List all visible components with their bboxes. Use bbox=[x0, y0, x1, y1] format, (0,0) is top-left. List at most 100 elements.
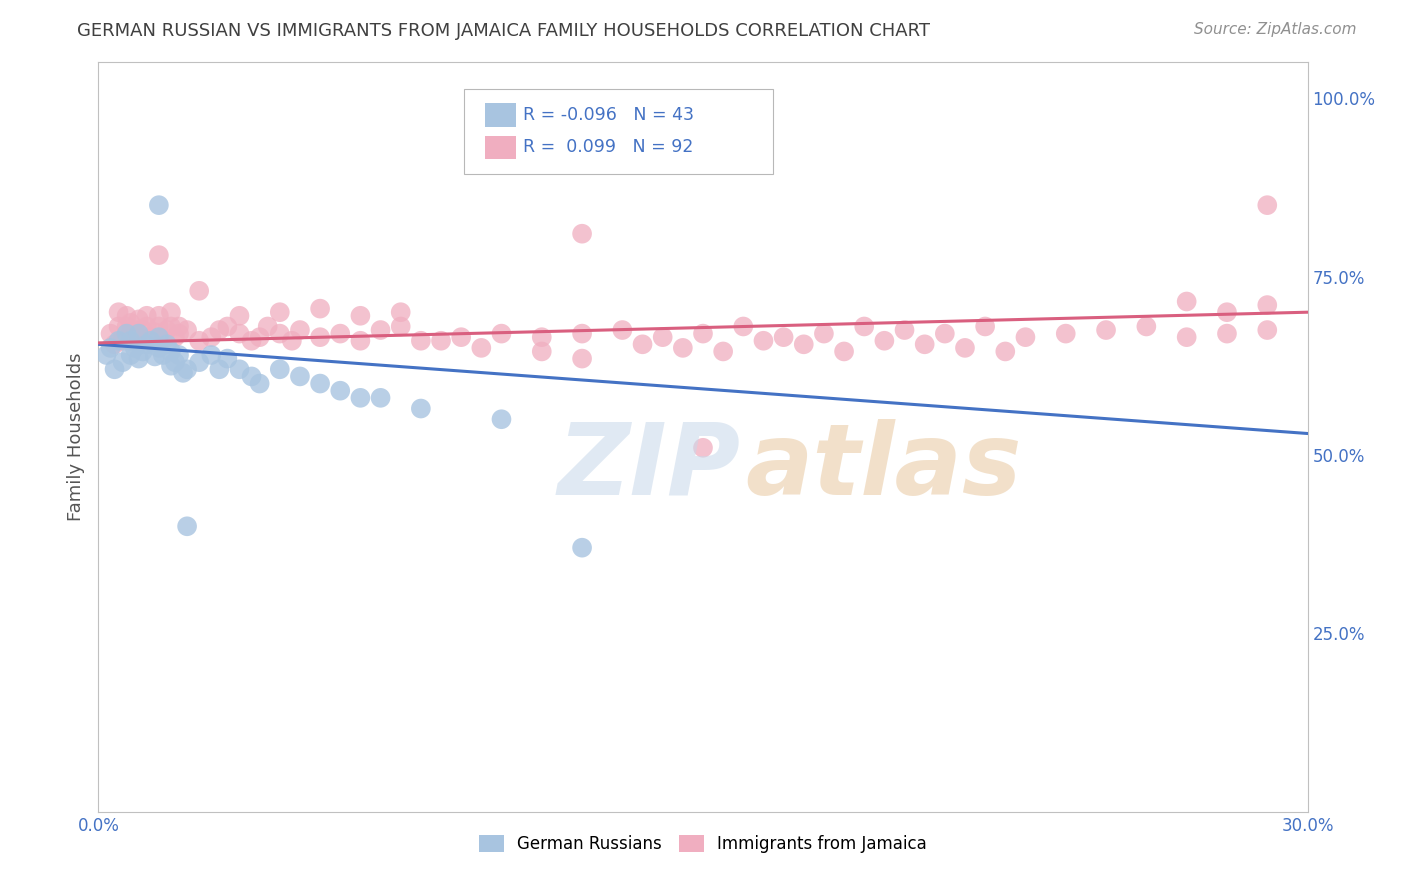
Point bbox=[135, 337, 157, 351]
Point bbox=[188, 284, 211, 298]
Point bbox=[281, 334, 304, 348]
Point bbox=[269, 326, 291, 341]
Point bbox=[752, 334, 775, 348]
Point bbox=[409, 334, 432, 348]
Point bbox=[1256, 198, 1278, 212]
Point bbox=[571, 326, 593, 341]
Point bbox=[370, 391, 392, 405]
Point bbox=[793, 337, 815, 351]
Point bbox=[349, 334, 371, 348]
Text: R = -0.096   N = 43: R = -0.096 N = 43 bbox=[523, 106, 695, 124]
Point bbox=[143, 350, 166, 364]
Point bbox=[450, 330, 472, 344]
Point bbox=[228, 309, 250, 323]
Point bbox=[160, 305, 183, 319]
Point bbox=[148, 309, 170, 323]
Point bbox=[152, 348, 174, 362]
Point bbox=[309, 376, 332, 391]
Point bbox=[240, 369, 263, 384]
Point bbox=[672, 341, 695, 355]
Point bbox=[1135, 319, 1157, 334]
Point bbox=[813, 326, 835, 341]
Point bbox=[249, 330, 271, 344]
Point bbox=[530, 330, 553, 344]
Point bbox=[115, 309, 138, 323]
Text: Source: ZipAtlas.com: Source: ZipAtlas.com bbox=[1194, 22, 1357, 37]
Y-axis label: Family Households: Family Households bbox=[66, 353, 84, 521]
Point bbox=[163, 330, 186, 344]
Point bbox=[491, 326, 513, 341]
Point bbox=[349, 391, 371, 405]
Point bbox=[135, 319, 157, 334]
Point bbox=[288, 323, 311, 337]
Point bbox=[470, 341, 492, 355]
Point bbox=[772, 330, 794, 344]
Point bbox=[148, 330, 170, 344]
Point bbox=[309, 330, 332, 344]
Point bbox=[167, 319, 190, 334]
Point bbox=[176, 519, 198, 533]
Point bbox=[217, 351, 239, 366]
Point bbox=[200, 348, 222, 362]
Legend: German Russians, Immigrants from Jamaica: German Russians, Immigrants from Jamaica bbox=[472, 828, 934, 860]
Point bbox=[107, 334, 129, 348]
Point bbox=[651, 330, 673, 344]
Point bbox=[228, 326, 250, 341]
Point bbox=[148, 341, 170, 355]
Point bbox=[160, 359, 183, 373]
Point bbox=[309, 301, 332, 316]
Point bbox=[188, 355, 211, 369]
Point bbox=[139, 330, 162, 344]
Point bbox=[160, 344, 183, 359]
Point bbox=[167, 348, 190, 362]
Point bbox=[240, 334, 263, 348]
Point bbox=[530, 344, 553, 359]
Point bbox=[200, 330, 222, 344]
Point bbox=[256, 319, 278, 334]
Point bbox=[172, 366, 194, 380]
Point bbox=[167, 326, 190, 341]
Point bbox=[370, 323, 392, 337]
Point bbox=[288, 369, 311, 384]
Point bbox=[228, 362, 250, 376]
Point bbox=[120, 348, 142, 362]
Point bbox=[176, 362, 198, 376]
Point bbox=[103, 362, 125, 376]
Point bbox=[96, 348, 118, 362]
Point bbox=[832, 344, 855, 359]
Point bbox=[974, 319, 997, 334]
Point bbox=[349, 309, 371, 323]
Point bbox=[430, 334, 453, 348]
Point bbox=[733, 319, 755, 334]
Point bbox=[208, 362, 231, 376]
Point bbox=[1054, 326, 1077, 341]
Point bbox=[953, 341, 976, 355]
Point bbox=[571, 541, 593, 555]
Point bbox=[853, 319, 876, 334]
Point bbox=[139, 334, 162, 348]
Point bbox=[120, 316, 142, 330]
Point bbox=[1175, 330, 1198, 344]
Point bbox=[249, 376, 271, 391]
Point bbox=[120, 326, 142, 341]
Point bbox=[269, 305, 291, 319]
Point bbox=[163, 355, 186, 369]
Point bbox=[994, 344, 1017, 359]
Point bbox=[329, 384, 352, 398]
Point bbox=[124, 341, 146, 355]
Point bbox=[571, 351, 593, 366]
Point bbox=[111, 334, 134, 348]
Point bbox=[132, 344, 155, 359]
Point bbox=[160, 319, 183, 334]
Text: GERMAN RUSSIAN VS IMMIGRANTS FROM JAMAICA FAMILY HOUSEHOLDS CORRELATION CHART: GERMAN RUSSIAN VS IMMIGRANTS FROM JAMAIC… bbox=[77, 22, 931, 40]
Text: atlas: atlas bbox=[745, 418, 1022, 516]
Point bbox=[1175, 294, 1198, 309]
Point bbox=[329, 326, 352, 341]
Point bbox=[107, 319, 129, 334]
Point bbox=[692, 441, 714, 455]
Point bbox=[389, 305, 412, 319]
Point bbox=[103, 337, 125, 351]
Point bbox=[873, 334, 896, 348]
Point bbox=[571, 227, 593, 241]
Point bbox=[491, 412, 513, 426]
